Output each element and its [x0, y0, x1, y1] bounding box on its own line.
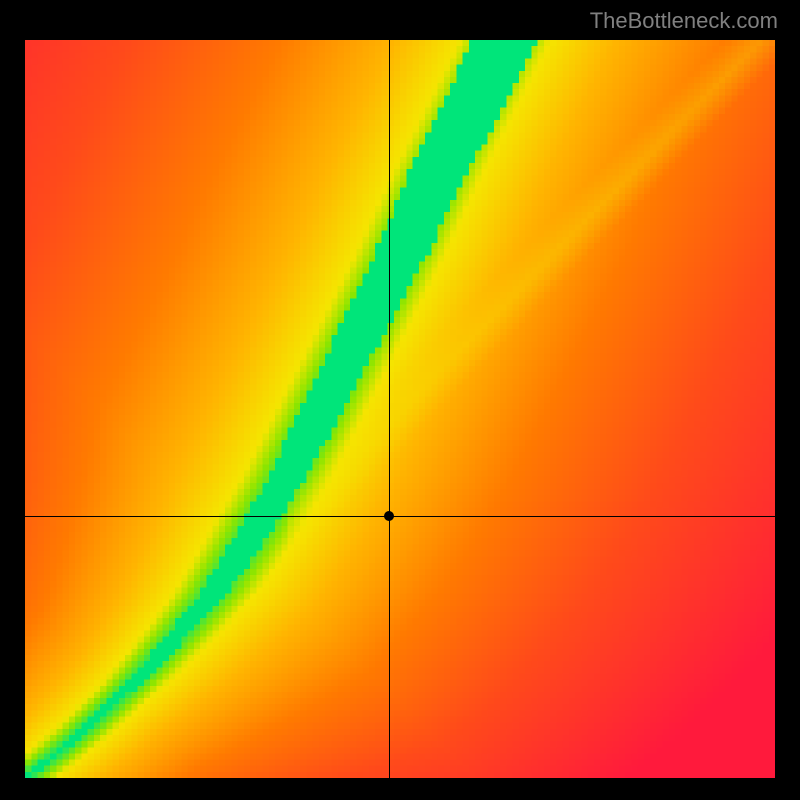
watermark-text: TheBottleneck.com: [590, 8, 778, 34]
heatmap-canvas: [25, 40, 775, 778]
bottleneck-heatmap: [25, 40, 775, 778]
